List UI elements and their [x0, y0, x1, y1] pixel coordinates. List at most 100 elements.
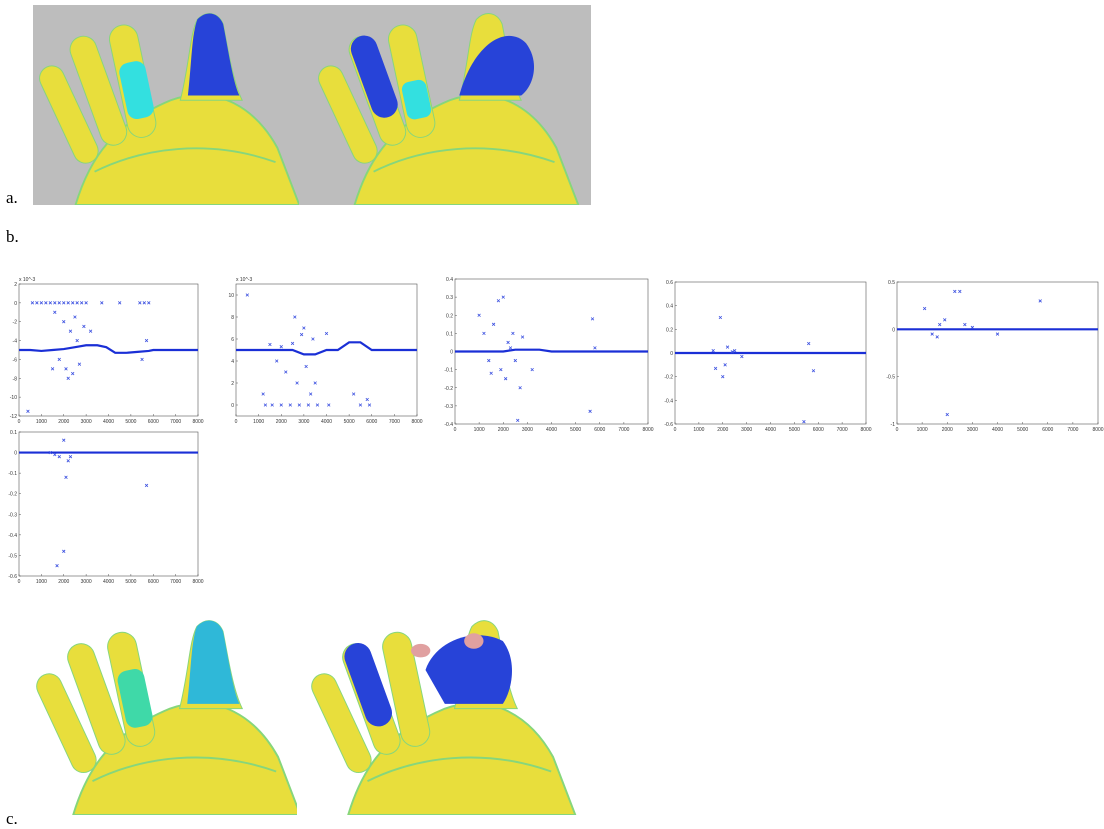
- y-tick-label: 0: [892, 327, 895, 333]
- y-tick-label: -0.6: [664, 422, 673, 428]
- y-tick-label: 0: [670, 351, 673, 357]
- x-tick-label: 5000: [1017, 427, 1028, 433]
- x-tick-label: 1000: [917, 427, 928, 433]
- scatter-plot: 0100020003000400050006000700080000.60.40…: [664, 280, 871, 433]
- x-tick-label: 3000: [81, 419, 92, 425]
- x-tick-label: 5000: [125, 419, 136, 425]
- x-tick-label: 7000: [170, 579, 181, 585]
- x-tick-label: 3000: [298, 419, 309, 425]
- x-tick-label: 3000: [967, 427, 978, 433]
- x-tick-label: 2000: [58, 419, 69, 425]
- hand-image: [308, 621, 576, 815]
- y-tick-label: 0: [14, 451, 17, 457]
- y-tick-label: -0.2: [664, 375, 673, 381]
- scatter-plot: 0100020003000400050006000700080000.50-0.…: [886, 280, 1103, 433]
- y-tick-label: -0.1: [444, 368, 453, 374]
- x-tick-label: 0: [674, 427, 677, 433]
- y-tick-label: 2: [231, 381, 234, 387]
- y-tick-label: -0.4: [664, 398, 673, 404]
- axis-multiplier: x 10^-3: [19, 277, 35, 283]
- x-tick-label: 7000: [618, 427, 629, 433]
- x-tick-label: 6000: [148, 579, 159, 585]
- x-tick-label: 8000: [642, 427, 653, 433]
- y-tick-label: -0.4: [444, 422, 453, 428]
- hand-image: [33, 621, 301, 815]
- plot-frame: [897, 282, 1098, 424]
- panel-label: a.: [6, 188, 18, 207]
- axis-multiplier: x 10^-3: [236, 277, 252, 283]
- y-tick-label: 0.2: [446, 313, 453, 319]
- y-tick-label: 0: [450, 350, 453, 356]
- page: {"panels":{"a":"a.","b":"b.","c":"c."}, …: [0, 0, 1104, 829]
- x-tick-label: 5000: [570, 427, 581, 433]
- x-tick-label: 1000: [36, 579, 47, 585]
- y-tick-label: -6: [13, 357, 18, 363]
- y-tick-label: 0.3: [446, 295, 453, 301]
- x-tick-label: 8000: [192, 419, 203, 425]
- y-tick-label: -0.6: [8, 574, 17, 580]
- plots: 01000200030004000500060007000800020-2-4-…: [8, 277, 1103, 585]
- x-tick-label: 4000: [103, 419, 114, 425]
- x-tick-label: 4000: [765, 427, 776, 433]
- x-tick-label: 6000: [1042, 427, 1053, 433]
- y-tick-label: 6: [231, 337, 234, 343]
- scatter-plot: 01000200030004000500060007000800020-2-4-…: [10, 277, 204, 425]
- x-tick-label: 4000: [546, 427, 557, 433]
- y-tick-label: -12: [10, 414, 17, 420]
- x-tick-label: 1000: [693, 427, 704, 433]
- y-tick-label: 0.6: [666, 280, 673, 286]
- y-tick-label: 2: [14, 282, 17, 288]
- x-tick-label: 3000: [81, 579, 92, 585]
- x-tick-label: 3000: [741, 427, 752, 433]
- panel-label: c.: [6, 809, 18, 828]
- y-tick-label: 0.4: [666, 304, 673, 310]
- y-tick-label: 4: [231, 359, 234, 365]
- x-tick-label: 8000: [860, 427, 871, 433]
- y-tick-label: -1: [891, 422, 896, 428]
- x-tick-label: 1000: [253, 419, 264, 425]
- x-tick-label: 0: [896, 427, 899, 433]
- y-tick-label: -0.5: [886, 375, 895, 381]
- x-tick-label: 4000: [103, 579, 114, 585]
- panel-label: b.: [6, 227, 19, 246]
- y-tick-label: -10: [10, 395, 17, 401]
- y-tick-label: -0.3: [444, 404, 453, 410]
- y-tick-label: 0.5: [888, 280, 895, 286]
- y-tick-label: -8: [13, 376, 18, 382]
- x-tick-label: 0: [18, 419, 21, 425]
- x-tick-label: 4000: [992, 427, 1003, 433]
- x-tick-label: 7000: [1067, 427, 1078, 433]
- x-tick-label: 0: [454, 427, 457, 433]
- x-tick-label: 8000: [192, 579, 203, 585]
- panel-c: c.: [6, 621, 575, 828]
- x-tick-label: 2000: [276, 419, 287, 425]
- y-tick-label: -0.4: [8, 533, 17, 539]
- x-tick-label: 7000: [389, 419, 400, 425]
- x-tick-label: 6000: [813, 427, 824, 433]
- y-tick-label: -0.5: [8, 553, 17, 559]
- y-tick-label: 0.4: [446, 277, 453, 283]
- y-tick-label: -0.3: [8, 512, 17, 518]
- y-tick-label: -0.2: [8, 492, 17, 498]
- y-tick-label: -0.2: [444, 386, 453, 392]
- x-tick-label: 0: [18, 579, 21, 585]
- x-tick-label: 4000: [321, 419, 332, 425]
- x-tick-label: 3000: [522, 427, 533, 433]
- y-tick-label: -0.1: [8, 471, 17, 477]
- x-tick-label: 2000: [58, 579, 69, 585]
- y-tick-label: 0: [231, 403, 234, 409]
- y-tick-label: -2: [13, 320, 18, 326]
- x-tick-label: 6000: [148, 419, 159, 425]
- y-tick-label: 0.2: [666, 327, 673, 333]
- x-tick-label: 1000: [474, 427, 485, 433]
- x-tick-label: 8000: [1092, 427, 1103, 433]
- y-tick-label: 0.1: [10, 430, 17, 436]
- x-tick-label: 5000: [125, 579, 136, 585]
- x-tick-label: 2000: [498, 427, 509, 433]
- x-tick-label: 7000: [170, 419, 181, 425]
- y-tick-label: 10: [228, 293, 234, 299]
- x-tick-label: 2000: [717, 427, 728, 433]
